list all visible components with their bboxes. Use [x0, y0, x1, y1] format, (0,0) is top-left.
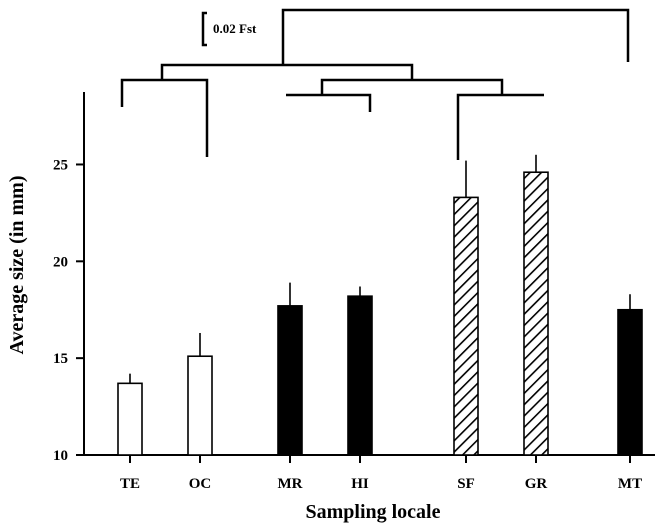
x-tick-label-te: TE — [120, 476, 140, 492]
dendrogram-branch-mr-hi — [286, 93, 372, 112]
bar-te — [117, 382, 143, 456]
dendrogram-branch-root — [281, 8, 630, 65]
bar-mt — [617, 308, 643, 456]
x-tick-label-mr: MR — [278, 476, 303, 492]
y-ticks: 10 15 20 25 — [53, 157, 84, 464]
y-axis-title: Average size (in mm) — [6, 175, 28, 354]
bar-sf — [453, 196, 479, 456]
bar-mr — [277, 305, 303, 456]
dendrogram-branch-mid — [320, 78, 504, 95]
x-tick-labels: TE OC MR HI SF GR MT — [120, 455, 642, 492]
x-tick-label-gr: GR — [525, 476, 548, 492]
bars — [117, 154, 643, 456]
x-axis-title: Sampling locale — [305, 501, 440, 523]
bar-hi — [347, 295, 373, 456]
x-tick-label-sf: SF — [457, 476, 475, 492]
x-tick-label-oc: OC — [189, 476, 212, 492]
dendrogram-branch-sf-gr — [456, 93, 544, 160]
bar-gr — [523, 171, 549, 456]
y-tick-label-25: 25 — [53, 157, 68, 173]
dendrogram — [120, 8, 630, 160]
x-tick-label-hi: HI — [351, 476, 369, 492]
dendrogram-branch-left — [160, 63, 414, 80]
y-tick-label-10: 10 — [53, 448, 68, 464]
x-tick-label-mt: MT — [618, 476, 642, 492]
dendrogram-scale-label: 0.02 Fst — [213, 21, 257, 36]
bar-oc — [187, 355, 213, 456]
dendrogram-scale-bar — [201, 11, 207, 47]
y-tick-label-15: 15 — [53, 351, 68, 367]
dendrogram-branch-te-oc — [120, 78, 209, 157]
y-tick-label-20: 20 — [53, 254, 68, 270]
